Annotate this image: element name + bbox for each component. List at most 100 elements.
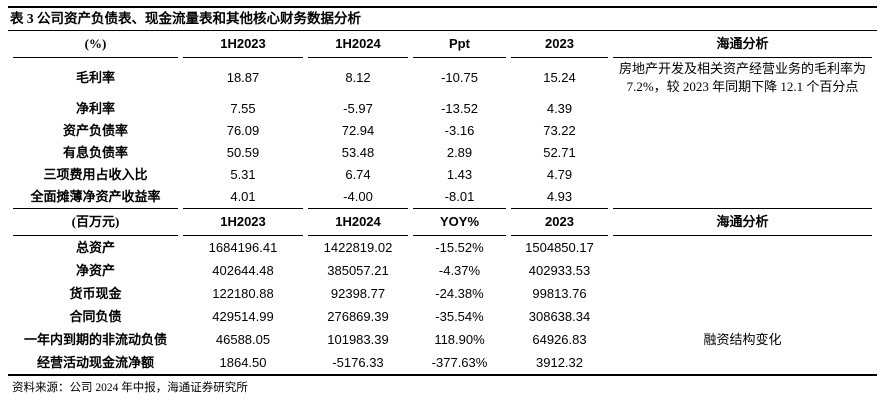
cell-analysis — [613, 142, 872, 164]
table-row-debt-ratio: 资产负债率 76.09 72.94 -3.16 73.22 — [13, 120, 872, 142]
cell-value: 18.87 — [226, 70, 260, 85]
table-row-operating-cash-flow: 经营活动现金流净额 1864.50 -5176.33 -377.63% 3912… — [13, 351, 872, 374]
cell-value: -15.52% — [435, 239, 484, 255]
source-note: 资料来源：公司 2024 年中报，海通证券研究所 — [12, 382, 248, 394]
cell-value: 52.71 — [543, 145, 576, 160]
col-header-ppt: Ppt — [413, 31, 506, 58]
section2-unit-header: (百万元) — [13, 209, 178, 236]
table-row-contract-liabilities: 合同负债 429514.99 276869.39 -35.54% 308638.… — [13, 305, 872, 328]
financial-table: (%) 1H2023 1H2024 Ppt 2023 海通分析 毛利率 18.8… — [8, 30, 877, 376]
row-label: 总资产 — [75, 239, 115, 255]
section1-unit-header: (%) — [13, 31, 178, 58]
cell-value: 402644.48 — [212, 262, 274, 278]
cell-analysis — [613, 305, 872, 328]
cell-value: -5176.33 — [332, 354, 384, 370]
cell-value: 118.90% — [434, 331, 485, 347]
col-header-1h2023: 1H2023 — [183, 31, 303, 58]
cell-value: -24.38% — [435, 285, 484, 301]
row-label: 资产负债率 — [62, 123, 128, 138]
cell-value: -4.37% — [438, 262, 481, 278]
cell-analysis — [613, 98, 872, 120]
cell-analysis — [613, 164, 872, 186]
row-label: 全面摊薄净资产收益率 — [13, 186, 178, 209]
cell-value: 402933.53 — [528, 262, 591, 278]
top-rule — [8, 6, 877, 8]
cell-value: 92398.77 — [330, 285, 386, 301]
row-label: 净利率 — [75, 101, 115, 116]
cell-value: 4.01 — [183, 186, 303, 209]
row-label: 一年内到期的非流动负债 — [23, 331, 167, 347]
table-row-net-assets: 净资产 402644.48 385057.21 -4.37% 402933.53 — [13, 259, 872, 282]
cell-value: 1684196.41 — [208, 239, 278, 255]
cell-value: 15.24 — [543, 70, 576, 85]
cell-value: 122180.88 — [212, 285, 274, 301]
cell-value: 6.74 — [345, 167, 371, 182]
cell-value: 72.94 — [341, 123, 375, 138]
cell-value: -10.75 — [441, 70, 478, 85]
cell-value: 1.43 — [446, 167, 473, 182]
col-header-1h2023: 1H2023 — [183, 209, 303, 236]
table-row-gross-margin: 毛利率 18.87 8.12 -10.75 15.24 房地产开发及相关资产经营… — [13, 58, 872, 98]
cell-value: 308638.34 — [528, 308, 591, 324]
table-row-total-assets: 总资产 1684196.41 1422819.02 -15.52% 150485… — [13, 236, 872, 259]
table-row-expense-ratio: 三项费用占收入比 5.31 6.74 1.43 4.79 — [13, 164, 872, 186]
cell-value: 7.55 — [230, 101, 256, 116]
cell-value: 53.48 — [341, 145, 375, 160]
cell-analysis — [613, 236, 872, 259]
col-header-1h2024: 1H2024 — [308, 31, 408, 58]
row-label: 经营活动现金流净额 — [36, 354, 154, 370]
cell-value: 46588.05 — [215, 331, 271, 347]
cell-value: 3912.32 — [536, 354, 583, 370]
cell-value: -4.00 — [308, 186, 408, 209]
cell-value: 429514.99 — [212, 308, 274, 324]
row-label: 货币现金 — [69, 285, 122, 301]
cell-value: 64926.83 — [532, 331, 587, 347]
table-row-current-noncurrent-liabilities: 一年内到期的非流动负债 46588.05 101983.39 118.90% 6… — [13, 328, 872, 351]
table-row-interest-debt-ratio: 有息负债率 50.59 53.48 2.89 52.71 — [13, 142, 872, 164]
cell-value: 101983.39 — [327, 331, 389, 347]
col-header-2023: 2023 — [511, 31, 608, 58]
cell-analysis: 房地产开发及相关资产经营业务的毛利率为 7.2%，较 2023 年同期下降 12… — [618, 61, 866, 94]
row-label: 三项费用占收入比 — [43, 167, 148, 182]
table-title: 表 3 公司资产负债表、现金流量表和其他核心财务数据分析 — [10, 11, 361, 26]
cell-analysis — [613, 351, 872, 374]
cell-value: 73.22 — [543, 123, 576, 138]
table-row-net-margin: 净利率 7.55 -5.97 -13.52 4.39 — [13, 98, 872, 120]
row-label: 有息负债率 — [62, 145, 128, 160]
col-header-yoy: YOY% — [413, 209, 506, 236]
cell-value: -35.54% — [435, 308, 484, 324]
section2-header-row: (百万元) 1H2023 1H2024 YOY% 2023 海通分析 — [13, 209, 872, 236]
cell-value: 1504850.17 — [525, 239, 594, 255]
cell-value: 99813.76 — [532, 285, 587, 301]
col-header-2023: 2023 — [511, 209, 608, 236]
cell-value: 1422819.02 — [323, 239, 393, 255]
cell-analysis — [613, 120, 872, 142]
cell-value: -8.01 — [413, 186, 506, 209]
section1-header-row: (%) 1H2023 1H2024 Ppt 2023 海通分析 — [13, 31, 872, 58]
cell-analysis — [613, 282, 872, 305]
col-header-analysis: 海通分析 — [613, 31, 872, 58]
cell-analysis: 融资结构变化 — [703, 331, 782, 347]
table-row-cash: 货币现金 122180.88 92398.77 -24.38% 99813.76 — [13, 282, 872, 305]
row-label: 合同负债 — [69, 308, 122, 324]
cell-value: 4.39 — [546, 101, 573, 116]
cell-value: 76.09 — [226, 123, 260, 138]
cell-value: -13.52 — [441, 101, 478, 116]
row-label: 净资产 — [75, 262, 115, 278]
cell-value: 50.59 — [226, 145, 260, 160]
row-label: 毛利率 — [75, 70, 115, 85]
table-row-diluted-roe: 全面摊薄净资产收益率 4.01 -4.00 -8.01 4.93 — [13, 186, 872, 209]
cell-analysis — [613, 186, 872, 209]
col-header-1h2024: 1H2024 — [308, 209, 408, 236]
cell-value: 4.93 — [511, 186, 608, 209]
cell-value: -3.16 — [444, 123, 475, 138]
cell-analysis — [613, 259, 872, 282]
cell-value: -377.63% — [431, 354, 488, 370]
cell-value: 276869.39 — [327, 308, 389, 324]
cell-value: 385057.21 — [327, 262, 389, 278]
cell-value: 2.89 — [446, 145, 473, 160]
cell-value: 4.79 — [546, 167, 573, 182]
cell-value: 5.31 — [230, 167, 256, 182]
cell-value: 1864.50 — [219, 354, 267, 370]
